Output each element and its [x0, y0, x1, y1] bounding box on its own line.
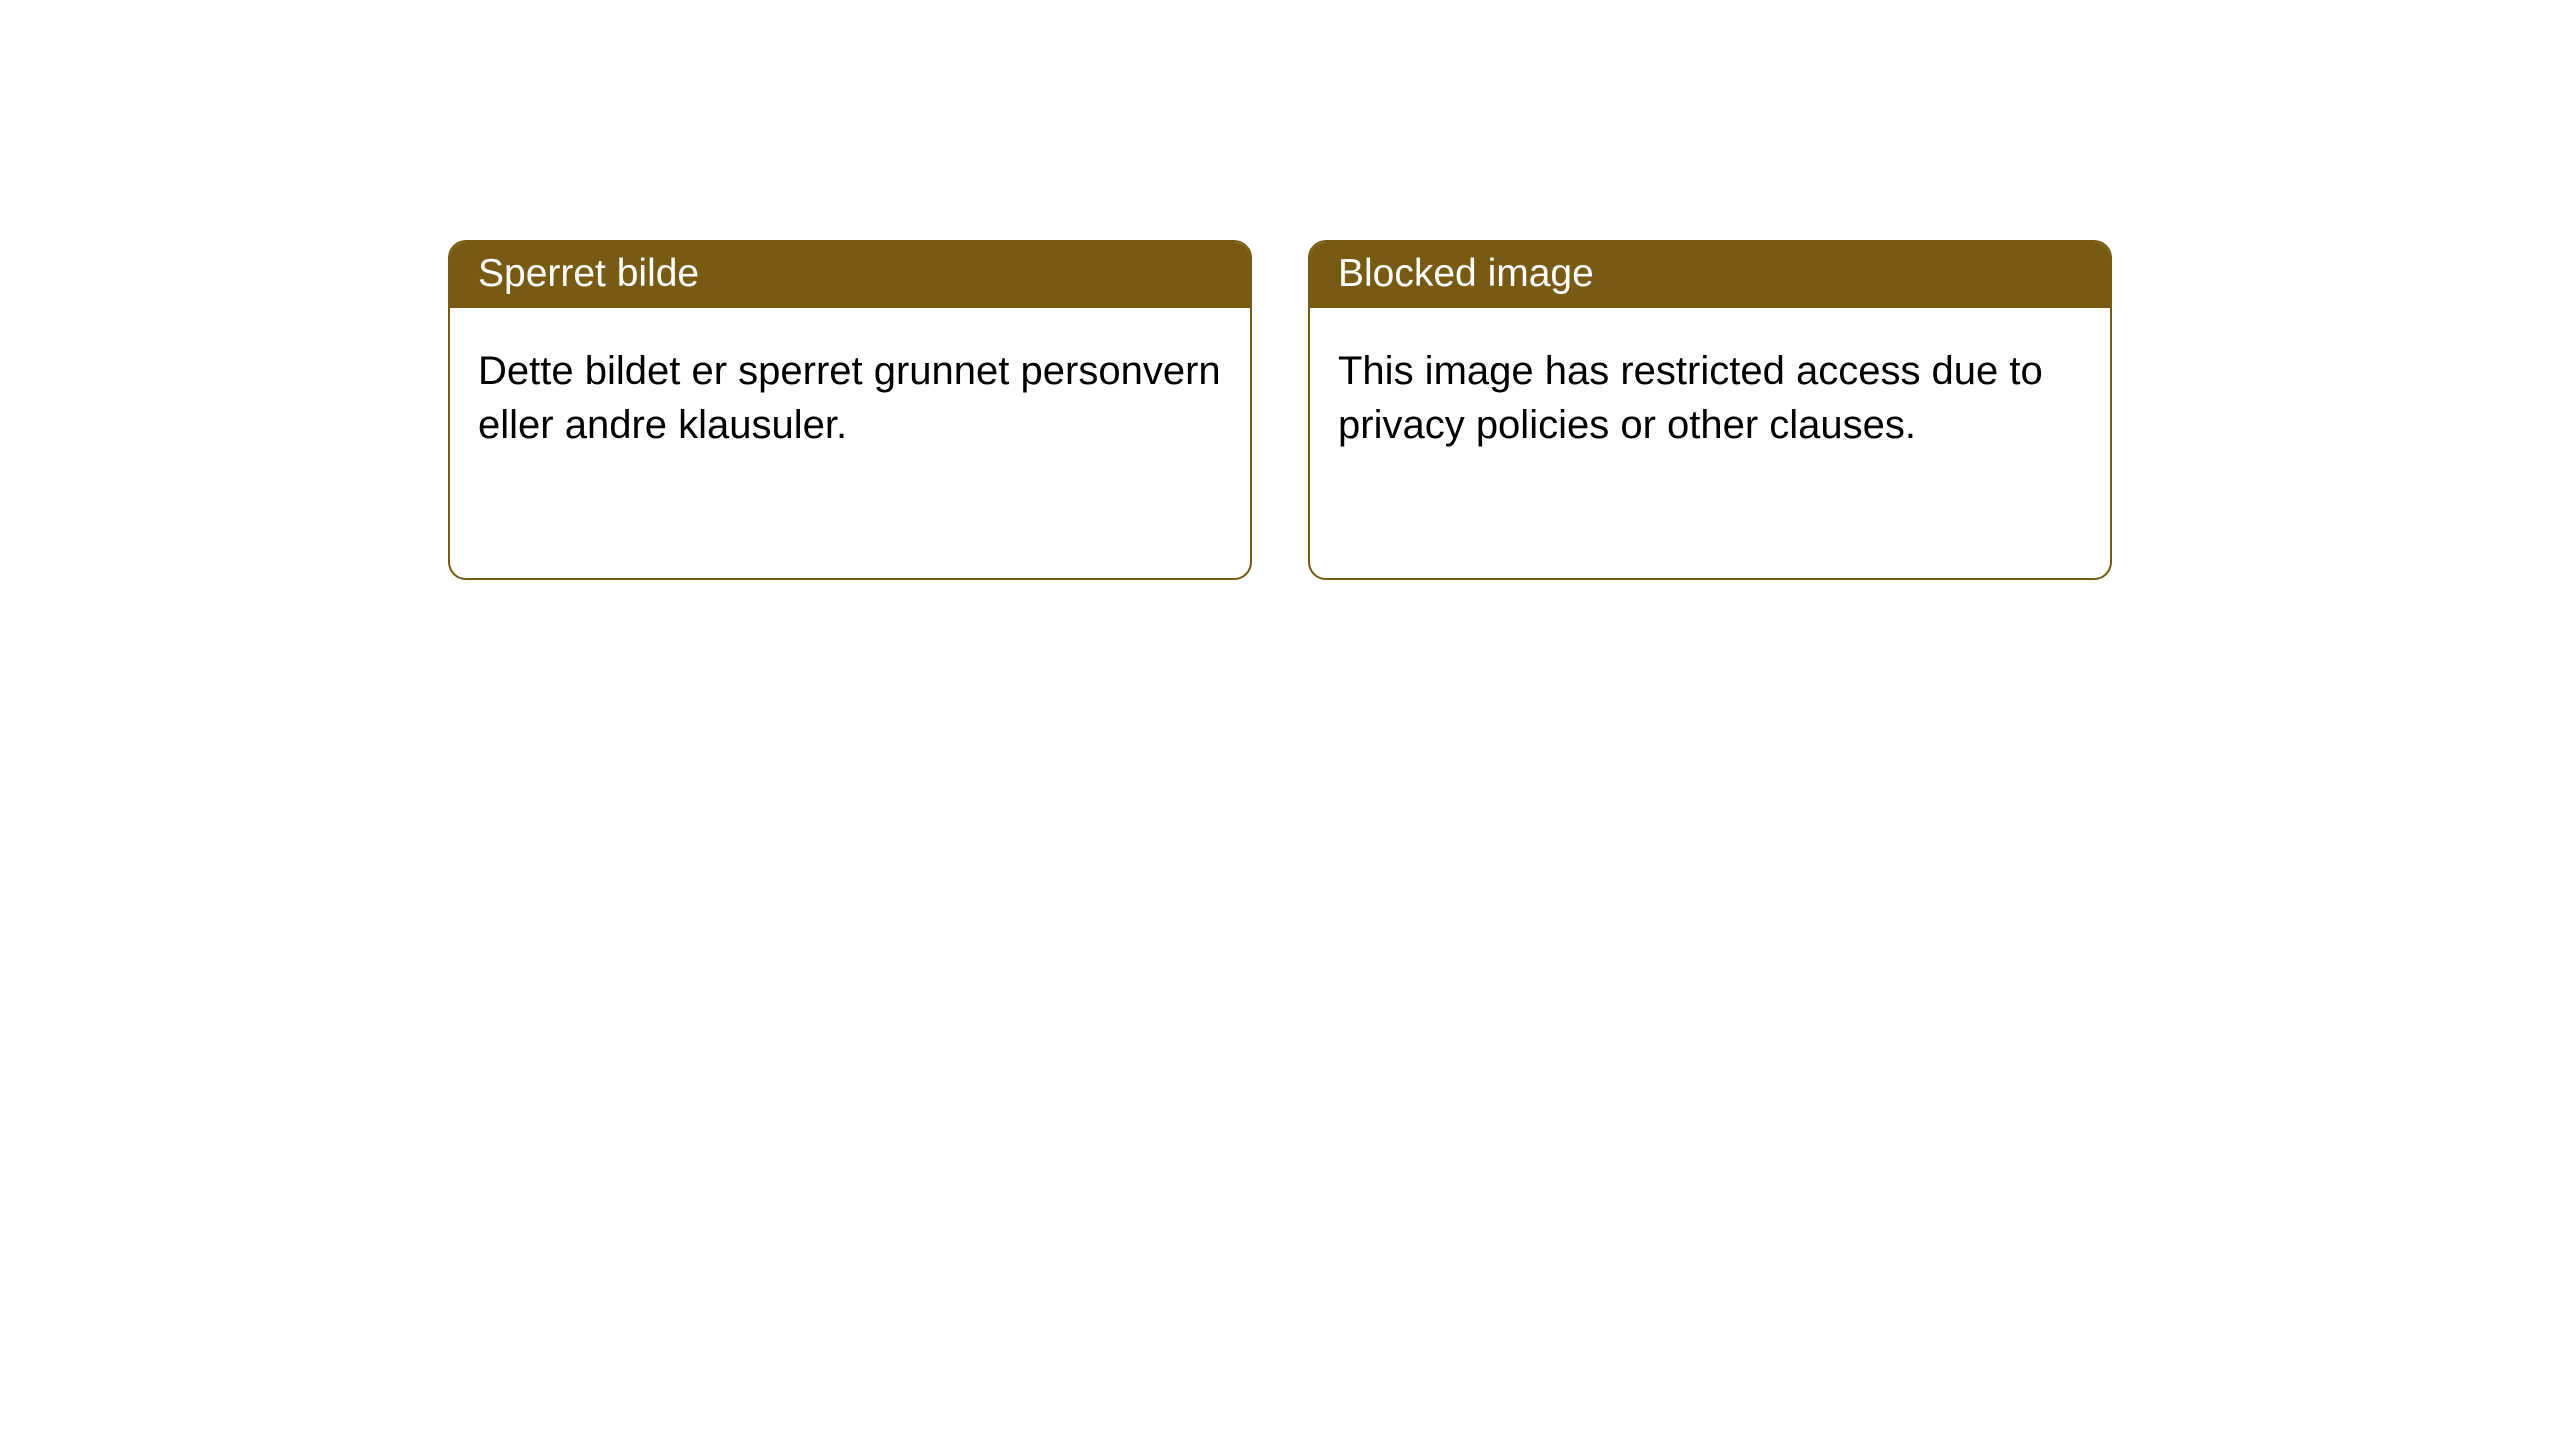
panel-body-english: This image has restricted access due to … [1310, 308, 2110, 578]
panel-header-english: Blocked image [1310, 242, 2110, 308]
blocked-image-panel-norwegian: Sperret bilde Dette bildet er sperret gr… [448, 240, 1252, 580]
panel-body-norwegian: Dette bildet er sperret grunnet personve… [450, 308, 1250, 578]
panel-container: Sperret bilde Dette bildet er sperret gr… [448, 240, 2560, 580]
blocked-image-panel-english: Blocked image This image has restricted … [1308, 240, 2112, 580]
panel-header-norwegian: Sperret bilde [450, 242, 1250, 308]
